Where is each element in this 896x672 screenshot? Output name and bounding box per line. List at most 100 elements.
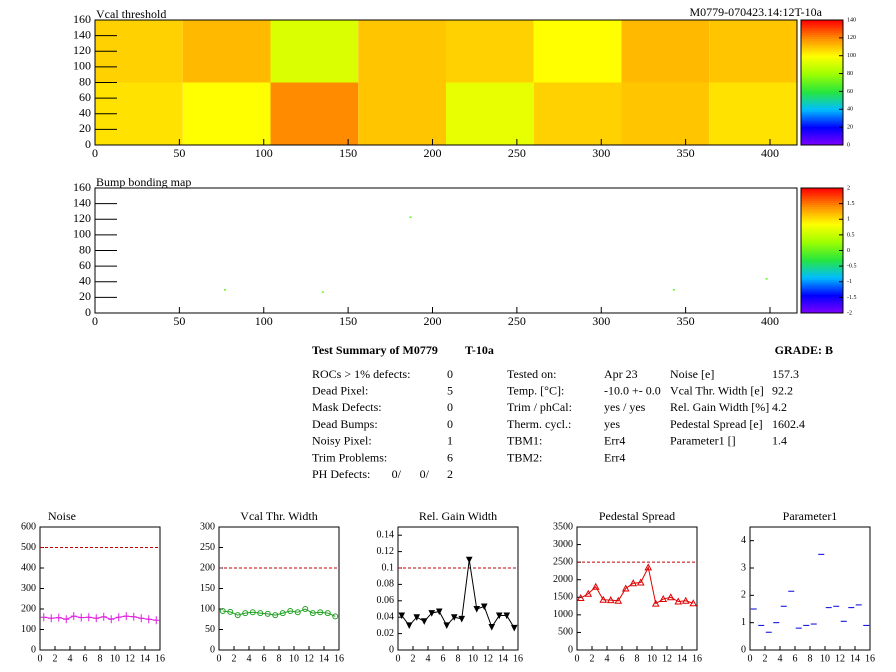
marker: [100, 612, 107, 621]
colorbar-cell: [801, 103, 843, 106]
colorbar-cell: [801, 57, 843, 61]
y-tick-label: 60: [79, 258, 91, 272]
marker: [227, 608, 234, 615]
colorbar-cell: [801, 140, 843, 144]
colorbar-cell: [801, 122, 843, 125]
y-tick-label: 120: [73, 43, 91, 57]
colorbar-cell: [801, 90, 843, 94]
colorbar-cell: [801, 67, 843, 71]
ph-defect-value: 0/: [392, 467, 402, 481]
module-header: M0779-070423.14:12T-10a: [689, 5, 822, 19]
plot-frame: [94, 187, 798, 314]
colorbar-cell: [801, 200, 843, 204]
marker: [115, 613, 122, 622]
marker: [591, 582, 600, 590]
x-tick-label: 6: [83, 653, 88, 664]
colorbar-cell: [801, 86, 843, 90]
colorbar-cell: [801, 227, 843, 231]
x-tick-label: 50: [173, 146, 185, 160]
marker: [249, 609, 256, 616]
summary-value: 4.2: [772, 400, 787, 414]
marker: [257, 610, 264, 617]
summary-value: 157.3: [772, 367, 799, 381]
marker: [108, 615, 115, 624]
marker: [458, 615, 466, 623]
colorbar-cell: [801, 244, 843, 247]
y-tick-label: 0.1: [382, 562, 395, 573]
heatmap-cell: [533, 20, 622, 83]
colorbar-cell: [801, 298, 843, 301]
heatmap-cell: [358, 20, 446, 83]
y-tick-label: 140: [73, 195, 91, 209]
x-tick-label: 4: [426, 653, 431, 664]
colorbar-cell: [801, 95, 843, 98]
colorbar-cell: [801, 36, 843, 40]
x-tick-label: 4: [778, 653, 783, 664]
ph-defect-value: 0/: [420, 467, 430, 481]
colorbar-cell: [801, 219, 843, 222]
colorbar-cell: [801, 281, 843, 285]
colorbar-cell: [801, 97, 843, 100]
x-tick-label: 0: [92, 314, 98, 328]
colorbar-cell: [801, 51, 843, 54]
x-tick-label: 14: [677, 653, 687, 664]
plot-frame: [397, 526, 519, 651]
colorbar-label: 80: [847, 71, 853, 77]
x-tick-label: 12: [125, 653, 135, 664]
x-tick-label: 14: [850, 653, 860, 664]
x-tick-label: 8: [456, 653, 461, 664]
summary-label: Pedestal Spread [e]: [670, 417, 763, 431]
colorbar-cell: [801, 111, 843, 115]
marker: [651, 599, 660, 607]
summary-label: Temp. [°C]:: [507, 383, 564, 397]
x-tick-label: 100: [255, 314, 273, 328]
x-tick-label: 10: [110, 653, 120, 664]
colorbar-cell: [801, 115, 843, 119]
marker: [317, 609, 324, 616]
colorbar-cell: [801, 194, 843, 197]
marker: [85, 613, 92, 622]
colorbar-cell: [801, 273, 843, 276]
y-tick-label: 40: [79, 274, 91, 288]
y-tick-label: 500: [21, 542, 36, 553]
colorbar-cell: [801, 202, 843, 206]
marker: [287, 608, 294, 615]
colorbar-cell: [801, 80, 843, 83]
colorbar-cell: [801, 22, 843, 25]
y-tick-label: 0: [31, 644, 36, 655]
marker: [93, 614, 100, 623]
colorbar-cell: [801, 308, 843, 312]
x-tick-label: 400: [761, 146, 779, 160]
summary-value: Err4: [604, 450, 625, 464]
colorbar-cell: [801, 258, 843, 262]
colorbar-cell: [801, 120, 843, 123]
grade: GRADE: B: [775, 343, 833, 357]
x-tick-label: 300: [592, 314, 610, 328]
x-tick-label: 2: [53, 653, 58, 664]
colorbar-cell: [801, 59, 843, 63]
colorbar-cell: [801, 26, 843, 29]
y-tick-label: 60: [79, 90, 91, 104]
marker: [480, 603, 488, 611]
colorbar-cell: [801, 126, 843, 129]
heatmap-cell: [270, 20, 359, 83]
plot-frame: [749, 526, 871, 651]
y-tick-label: 0: [389, 644, 394, 655]
marker: [279, 610, 286, 617]
marker: [443, 622, 451, 630]
x-tick-label: 0: [575, 653, 580, 664]
marker: [324, 610, 331, 617]
colorbar-cell: [801, 252, 843, 256]
x-tick-label: 10: [468, 653, 478, 664]
colorbar-cell: [801, 260, 843, 264]
x-tick-label: 6: [441, 653, 446, 664]
summary-label: Dead Bumps:: [312, 417, 378, 431]
x-tick-label: 350: [677, 314, 695, 328]
colorbar-cell: [801, 279, 843, 283]
colorbar-cell: [801, 196, 843, 199]
colorbar-cell: [801, 24, 843, 27]
colorbar-cell: [801, 30, 843, 33]
colorbar-label: 20: [847, 125, 853, 131]
marker: [405, 622, 413, 630]
y-tick-label: 0: [85, 305, 91, 319]
